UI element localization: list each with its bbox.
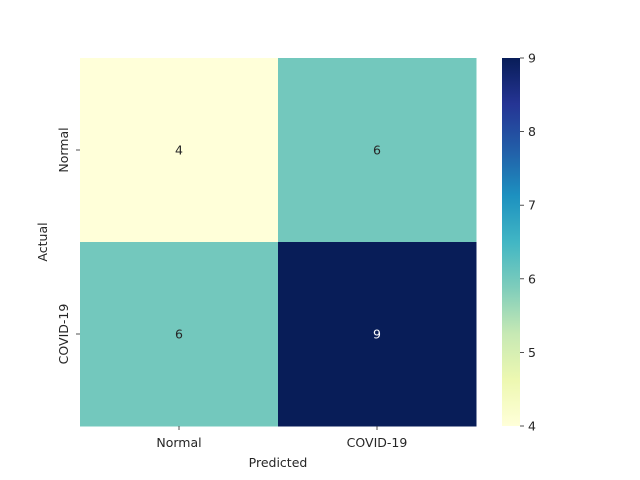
heatmap-cell bbox=[278, 242, 477, 427]
colorbar-tick-label: 9 bbox=[528, 51, 536, 66]
colorbar-tick-label: 8 bbox=[528, 124, 536, 139]
colorbar-tick-label: 4 bbox=[528, 419, 536, 434]
x-axis-ticks: Normal COVID-19 bbox=[156, 426, 407, 450]
heatmap-cell bbox=[80, 242, 279, 427]
cell-value-label: 6 bbox=[373, 143, 381, 158]
heatmap-cells bbox=[80, 58, 477, 427]
colorbar-tick-label: 5 bbox=[528, 345, 536, 360]
colorbar-tick-label: 7 bbox=[528, 198, 536, 213]
heatmap-cell bbox=[80, 58, 279, 243]
y-tick-label: Normal bbox=[56, 127, 71, 172]
x-axis-label: Predicted bbox=[249, 455, 308, 470]
cell-value-label: 4 bbox=[175, 143, 183, 158]
y-tick-label: COVID-19 bbox=[56, 304, 71, 365]
x-tick-label: COVID-19 bbox=[347, 435, 408, 450]
cell-value-label: 9 bbox=[373, 327, 381, 342]
y-axis-label: Actual bbox=[35, 222, 50, 261]
colorbar-ticks: 4 5 6 7 8 9 bbox=[520, 51, 536, 434]
heatmap-cell bbox=[278, 58, 477, 243]
colorbar-tick-label: 6 bbox=[528, 271, 536, 286]
x-tick-label: Normal bbox=[156, 435, 201, 450]
colorbar bbox=[502, 58, 520, 426]
cell-value-label: 6 bbox=[175, 327, 183, 342]
y-axis-ticks: Normal COVID-19 bbox=[56, 127, 80, 364]
cell-annotations: 4 6 6 9 bbox=[175, 143, 381, 342]
